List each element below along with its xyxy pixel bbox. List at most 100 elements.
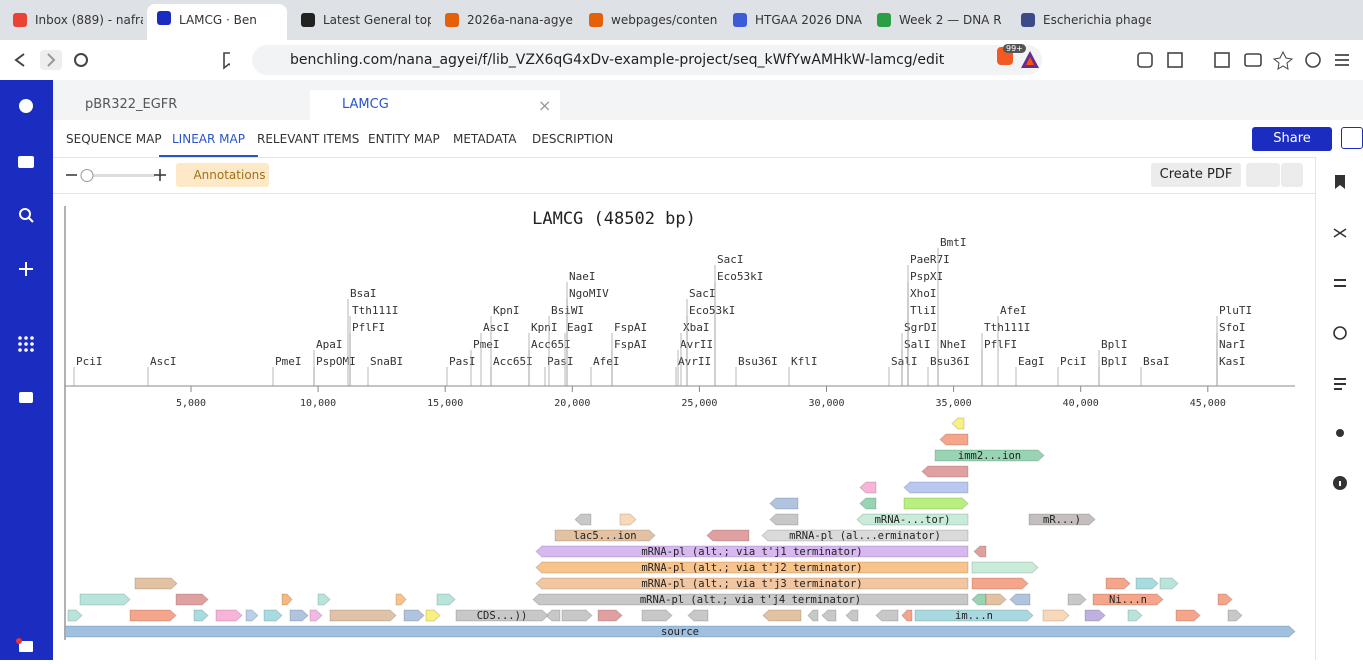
feature — [859, 481, 877, 494]
enzyme-label: PaeR7I — [910, 253, 950, 266]
browser-tab[interactable]: webpages/conten — [579, 6, 719, 34]
feature — [597, 609, 623, 622]
map-title: LAMCG (48502 bp) — [532, 209, 696, 229]
settings-button[interactable] — [1246, 163, 1280, 187]
browser-tab[interactable]: Latest General top — [291, 6, 431, 34]
feature — [1067, 593, 1087, 606]
enzyme-label: KpnI — [493, 304, 520, 317]
enzyme-label: EagI — [567, 321, 594, 334]
enzyme-label: BsaI — [1143, 355, 1170, 368]
enzyme-label: AscI — [483, 321, 510, 334]
feature — [1009, 593, 1031, 606]
feature — [971, 593, 987, 606]
tab-icon — [877, 13, 891, 27]
sidebar-icons — [16, 99, 34, 652]
tab-icon — [301, 13, 315, 27]
feature — [619, 513, 637, 526]
enzyme-label: PasI — [449, 355, 476, 368]
browser-tab[interactable]: HTGAA 2026 DNA — [723, 6, 863, 34]
document-tab[interactable]: pBR322_EGFR — [85, 97, 178, 112]
enzyme-label: PluTI — [1219, 304, 1252, 317]
feature — [985, 593, 1007, 606]
share-button[interactable]: Share — [1252, 127, 1332, 151]
search-button[interactable] — [1281, 163, 1303, 187]
browser-tab[interactable]: Escherichia phage — [1011, 6, 1151, 34]
browser-tab[interactable]: Week 2 — DNA R — [867, 6, 1007, 34]
feature-label: lac5...ion — [573, 530, 636, 542]
feature — [535, 545, 969, 558]
enzyme-label: Acc65I — [531, 338, 571, 351]
feature — [859, 497, 877, 510]
browser-tab[interactable]: Inbox (889) - nafra — [3, 6, 143, 34]
feature — [554, 529, 656, 542]
feature — [425, 609, 441, 622]
feature-label: source — [661, 626, 699, 638]
view-tab[interactable]: METADATA — [453, 132, 517, 146]
feature — [807, 609, 819, 622]
enzyme-label: XhoI — [910, 287, 937, 300]
ruler-label: 35,000 — [936, 398, 972, 409]
feature-label: CDS...)) — [477, 610, 528, 622]
annotations-button[interactable]: Annotations — [176, 163, 269, 187]
ruler-label: 5,000 — [176, 398, 206, 409]
close-tab[interactable]: × — [538, 96, 552, 115]
map-toolbar: Annotations Create PDF — [53, 158, 1315, 194]
feature-label: Ni...n — [1109, 594, 1147, 606]
enzyme-label: AfeI — [593, 355, 620, 368]
feature — [1227, 609, 1243, 622]
feature — [395, 593, 407, 606]
feature — [281, 593, 293, 606]
feature — [175, 593, 209, 606]
view-tab[interactable]: DESCRIPTION — [532, 132, 614, 146]
url-field[interactable]: benchling.com/nana_agyei/f/lib_VZX6qG4xD… — [252, 45, 1042, 75]
feature — [67, 609, 83, 622]
feature — [317, 593, 331, 606]
enzyme-label: BmtI — [940, 236, 967, 249]
feature — [1028, 513, 1096, 526]
zoom-slider[interactable] — [63, 166, 173, 186]
browser-tab[interactable]: 2026a-nana-agye — [435, 6, 575, 34]
copy-button[interactable] — [1341, 127, 1363, 149]
feature — [1127, 609, 1143, 622]
extension-icons — [1137, 50, 1349, 70]
feature — [1105, 577, 1131, 590]
enzyme-label: NheI — [940, 338, 967, 351]
view-tab[interactable]: LINEAR MAP — [159, 121, 258, 157]
create-pdf-button[interactable]: Create PDF — [1151, 163, 1241, 187]
ruler-label: 15,000 — [427, 398, 463, 409]
tab-bar: Inbox (889) - nafra LAMCG · Ben Latest Gen… — [0, 0, 1363, 40]
feature — [545, 609, 561, 622]
enzyme-label: SgrDI — [904, 321, 937, 334]
address-bar: benchling.com/nana_agyei/f/lib_VZX6qG4xD… — [0, 40, 1363, 81]
enzyme-label: NarI — [1219, 338, 1246, 351]
feature — [641, 609, 673, 622]
document-tab[interactable]: LAMCG — [310, 90, 560, 120]
feature — [403, 609, 425, 622]
feature — [951, 417, 965, 430]
browser-tab[interactable]: LAMCG · Ben — [147, 4, 287, 40]
enzyme-label: PflFI — [984, 338, 1017, 351]
feature — [706, 529, 750, 542]
enzyme-label: PciI — [76, 355, 103, 368]
enzyme-label: Eco53kI — [689, 304, 735, 317]
view-tab[interactable]: ENTITY MAP — [368, 132, 440, 146]
feature — [971, 561, 1039, 574]
enzyme-label: KpnI — [531, 321, 558, 334]
feature — [1217, 593, 1233, 606]
feature — [856, 513, 969, 526]
ruler-label: 25,000 — [681, 398, 717, 409]
enzyme-label: PmeI — [473, 338, 500, 351]
feature — [1159, 577, 1179, 590]
view-tab[interactable]: SEQUENCE MAP — [66, 132, 162, 146]
enzyme-label: NaeI — [569, 270, 596, 283]
enzyme-label: PmeI — [275, 355, 302, 368]
rewards-icon[interactable] — [1020, 50, 1040, 70]
nav-icons — [14, 50, 230, 70]
feature — [263, 609, 283, 622]
feature — [1042, 609, 1070, 622]
feature-label: mRNA-pl (alt.; via t'j4 terminator) — [640, 594, 861, 606]
feature — [761, 529, 969, 542]
view-tab[interactable]: RELEVANT ITEMS — [257, 132, 360, 146]
enzyme-label: FspAI — [614, 321, 647, 334]
